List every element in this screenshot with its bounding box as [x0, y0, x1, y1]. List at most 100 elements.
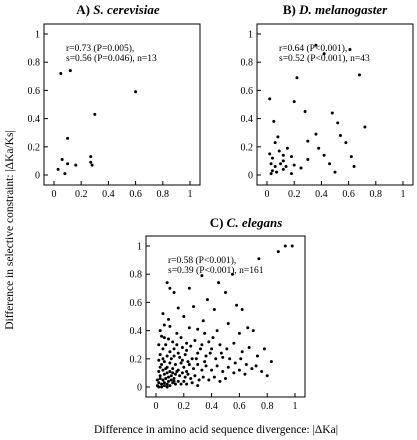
panel-b-data-point — [314, 132, 318, 136]
panel-c-data-point — [169, 378, 173, 382]
panel-c-data-point — [168, 324, 172, 328]
panel-b-x-tick-label: 0 — [265, 189, 270, 200]
panel-b-stats-s: s=0.52 (P<0.001), n=43 — [279, 53, 370, 64]
panel-c-data-point — [172, 291, 176, 295]
panel-b: B) D. melanogaster 0 0.2 0.4 0.6 0.8 1 0 0.2 0.4… — [241, 2, 414, 200]
panel-a-data-point — [89, 155, 93, 159]
panel-c-data-point — [157, 343, 161, 347]
panel-c-data-point — [167, 317, 171, 321]
panel-c-data-point — [193, 374, 197, 378]
panel-b-y-tick-label: 0.8 — [241, 58, 254, 69]
panel-a-data-point — [66, 162, 70, 166]
panel-a-y-tick-label: 0 — [35, 171, 40, 182]
panel-c-data-point — [182, 379, 186, 383]
panel-c-data-point — [210, 368, 214, 372]
panel-c-stats-s: s=0.39 (P<0.001), n=161 — [168, 265, 264, 276]
panel-c-data-point — [200, 343, 204, 347]
panel-c-data-point — [183, 375, 187, 379]
panel-b-data-point — [268, 97, 272, 101]
panel-a-y-tick-label: 0.8 — [28, 58, 41, 69]
panel-b-x-tick-label: 1 — [401, 189, 406, 200]
panel-c-data-point — [168, 369, 172, 373]
panel-c-data-point — [160, 382, 164, 386]
panel-c-data-point — [162, 372, 166, 376]
panel-c-data-point — [239, 357, 243, 361]
panel-b-data-point — [289, 155, 293, 159]
panel-a-data-point — [90, 163, 94, 167]
panel-b-data-point — [299, 166, 303, 170]
panel-b-data-point — [322, 52, 326, 56]
panel-c-stats-r: r=0.58 (P<0.001), — [168, 255, 236, 266]
panel-c-data-point — [204, 364, 208, 368]
panel-c-data-point — [168, 350, 172, 354]
panel-b-data-point — [314, 43, 318, 47]
panel-c-data-point — [176, 379, 180, 383]
panel-b-data-point — [344, 141, 348, 145]
panel-b-data-point — [273, 141, 277, 145]
panel-b-data-point — [277, 149, 281, 153]
panel-a-y-tick-label: 0.4 — [28, 114, 41, 125]
panel-c-x-tick-label: 0.4 — [205, 401, 218, 412]
panel-c-x-tick-label: 1 — [293, 401, 298, 412]
panel-c-data-point — [161, 312, 165, 316]
panel-b-data-point — [333, 170, 337, 174]
panel-c-data-point — [168, 384, 172, 388]
panel-c-data-point — [215, 329, 219, 333]
panel-a-data-point — [93, 112, 97, 116]
panel-c-data-point — [162, 336, 166, 340]
panel-a-data-point — [89, 160, 93, 164]
y-axis-label: Difference in selective constraint: |ΔKa… — [4, 130, 16, 330]
panel-c-data-point — [165, 371, 169, 375]
panel-c-data-point — [161, 357, 165, 361]
panel-b-y-tick-label: 1 — [248, 30, 253, 41]
panel-c-data-point — [179, 382, 183, 386]
panel-b-y-tick-label: 0.4 — [241, 114, 254, 125]
panel-c-data-point — [180, 346, 184, 350]
panel-b-data-point — [268, 152, 272, 156]
panel-c-data-point — [208, 351, 212, 355]
panel-a-x-tick-label: 0.4 — [102, 189, 115, 200]
panel-b-data-point — [276, 135, 280, 139]
panel-c-data-point — [257, 257, 261, 261]
panel-c-data-point — [197, 378, 201, 382]
panel-c-data-point — [182, 365, 186, 369]
panel-b-data-point — [281, 159, 285, 163]
panel-a-title: A) S. cerevisiae — [76, 2, 160, 17]
panel-c-data-point — [255, 354, 259, 358]
panel-b-data-point — [306, 139, 310, 143]
panel-a-y-tick-label: 0.2 — [28, 142, 41, 153]
panel-b-data-point — [303, 110, 307, 114]
panel-c-data-point — [233, 361, 237, 365]
panel-c-data-point — [172, 377, 176, 381]
panel-c-data-point — [164, 343, 168, 347]
panel-c-x-tick-label: 0.8 — [261, 401, 274, 412]
panel-a-x-tick-label: 0 — [52, 189, 57, 200]
panel-c-data-point — [173, 382, 177, 386]
panel-c-data-point — [172, 347, 176, 351]
panel-c-data-point — [165, 385, 169, 389]
panel-c-y-tick-label: 1 — [137, 242, 142, 253]
panel-c-data-point — [228, 357, 232, 361]
panel-c-data-point — [200, 368, 204, 372]
panel-c-x-tick-label: 0.6 — [233, 401, 246, 412]
panel-b-data-point — [322, 153, 326, 157]
panel-c-data-point — [157, 369, 161, 373]
panel-c-data-point — [178, 355, 182, 359]
panel-c-data-point — [165, 382, 169, 386]
panel-c-data-point — [167, 375, 171, 379]
panel-a-stats-s: s=0.56 (P=0.046), n=13 — [66, 53, 157, 64]
panel-c-data-point — [180, 358, 184, 362]
panel-c-data-point — [162, 381, 166, 385]
panel-c: C) C. elegans 0 0.2 0.4 0.6 0.8 1 0 0.2 0.4 0.6 0.… — [130, 215, 306, 412]
panel-c-data-point — [155, 378, 159, 382]
panel-c-data-point — [182, 315, 186, 318]
panel-c-data-point — [173, 372, 177, 376]
panel-c-data-point — [171, 340, 175, 344]
panel-a-data-point — [56, 167, 60, 171]
panel-c-data-point — [262, 347, 266, 351]
panel-c-data-point — [207, 340, 211, 344]
panel-b-data-point — [292, 100, 296, 104]
panel-b-y-tick-label: 0.2 — [241, 142, 254, 153]
panel-a-stats-r: r=0.73 (P=0.005), — [66, 43, 134, 54]
